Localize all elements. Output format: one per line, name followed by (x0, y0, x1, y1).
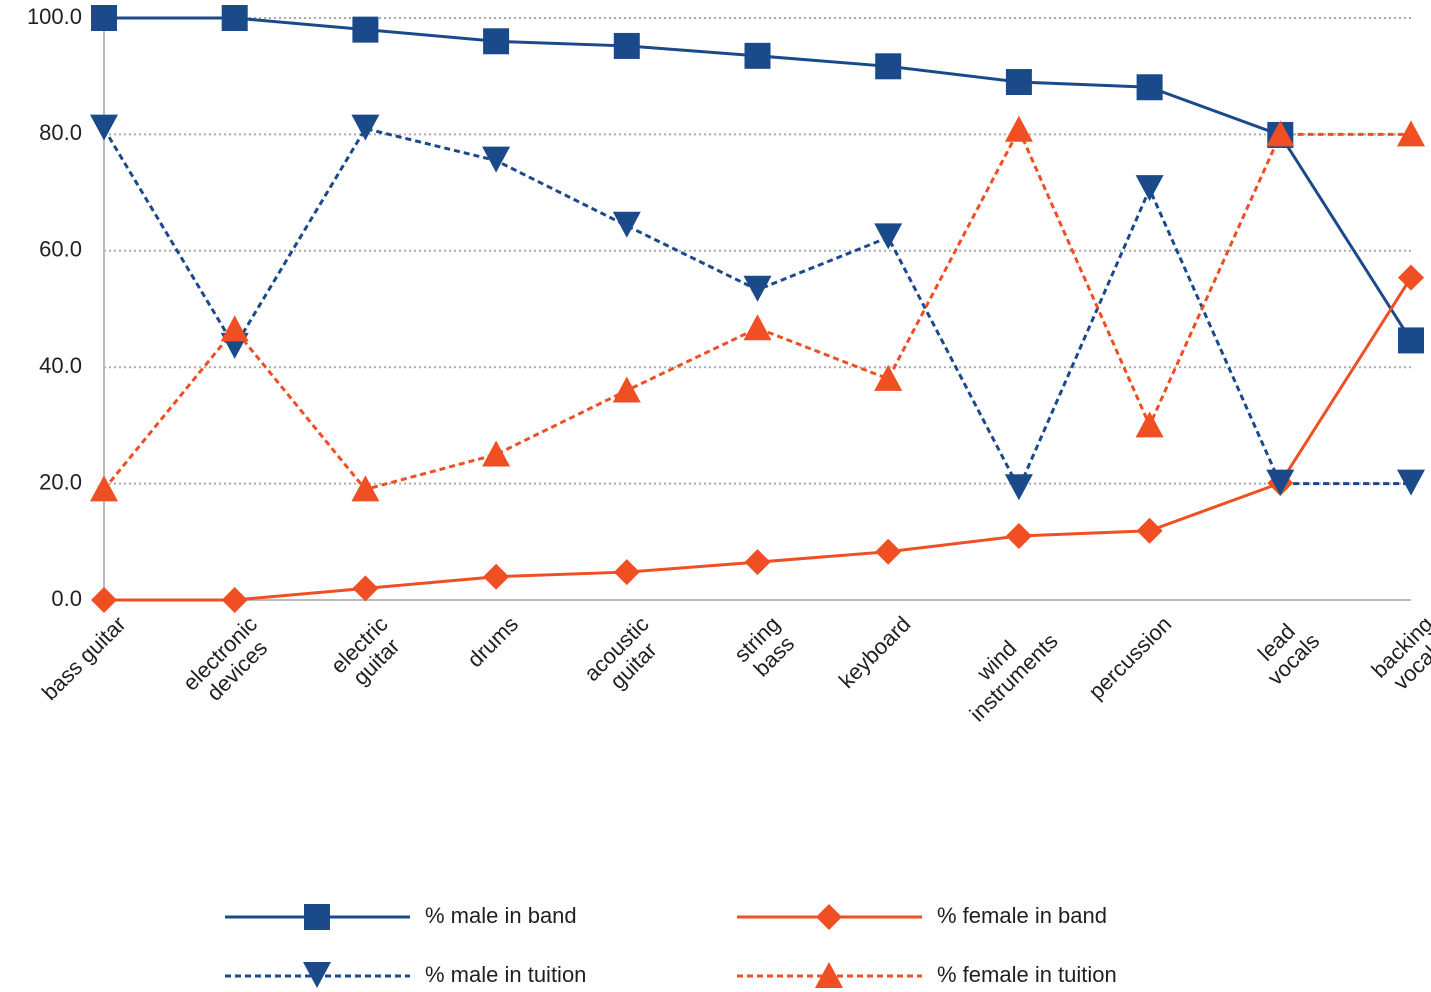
y-tick-label: 0.0 (51, 586, 82, 611)
marker (1398, 264, 1424, 291)
marker (90, 114, 118, 141)
legend-marker (815, 962, 843, 988)
marker (1005, 69, 1032, 96)
marker (1266, 120, 1295, 147)
marker (744, 549, 771, 576)
marker (351, 114, 380, 141)
marker (1397, 469, 1425, 496)
y-tick-label: 80.0 (39, 120, 82, 145)
marker (1266, 469, 1295, 496)
marker (90, 475, 118, 502)
marker (743, 314, 772, 341)
marker (875, 53, 902, 80)
marker (743, 275, 772, 302)
marker (612, 376, 641, 403)
marker (612, 211, 641, 238)
legend-marker (304, 904, 330, 930)
y-tick-label: 60.0 (39, 237, 82, 262)
marker (1135, 175, 1164, 202)
legend-marker (816, 904, 842, 930)
y-tick-label: 20.0 (39, 469, 82, 494)
marker (613, 32, 640, 59)
y-tick-label: 100.0 (27, 4, 82, 29)
marker (483, 28, 510, 55)
marker (1398, 327, 1424, 354)
marker (1397, 120, 1425, 147)
legend-label: % male in band (425, 903, 577, 928)
legend-marker (303, 962, 331, 988)
marker (1135, 411, 1164, 438)
series-line (102, 126, 1411, 492)
marker (351, 475, 380, 502)
marker (613, 559, 640, 586)
marker (91, 5, 117, 31)
marker (874, 223, 903, 250)
marker (221, 5, 248, 31)
marker (221, 587, 248, 613)
legend-label: % male in tuition (425, 962, 586, 987)
y-tick-label: 40.0 (39, 353, 82, 378)
marker (482, 440, 511, 467)
marker (482, 146, 511, 173)
marker (352, 16, 379, 43)
marker (874, 364, 903, 391)
legend-label: % female in tuition (937, 962, 1117, 987)
marker (352, 575, 379, 602)
marker (1136, 517, 1163, 544)
marker (1136, 74, 1163, 101)
series-line (102, 126, 1411, 492)
legend-label: % female in band (937, 903, 1107, 928)
marker (220, 315, 249, 342)
marker (875, 538, 902, 565)
marker (744, 42, 771, 69)
marker (483, 563, 510, 590)
marker (91, 587, 117, 613)
marker (1004, 115, 1033, 142)
marker (1004, 474, 1033, 501)
marker (1005, 522, 1032, 549)
